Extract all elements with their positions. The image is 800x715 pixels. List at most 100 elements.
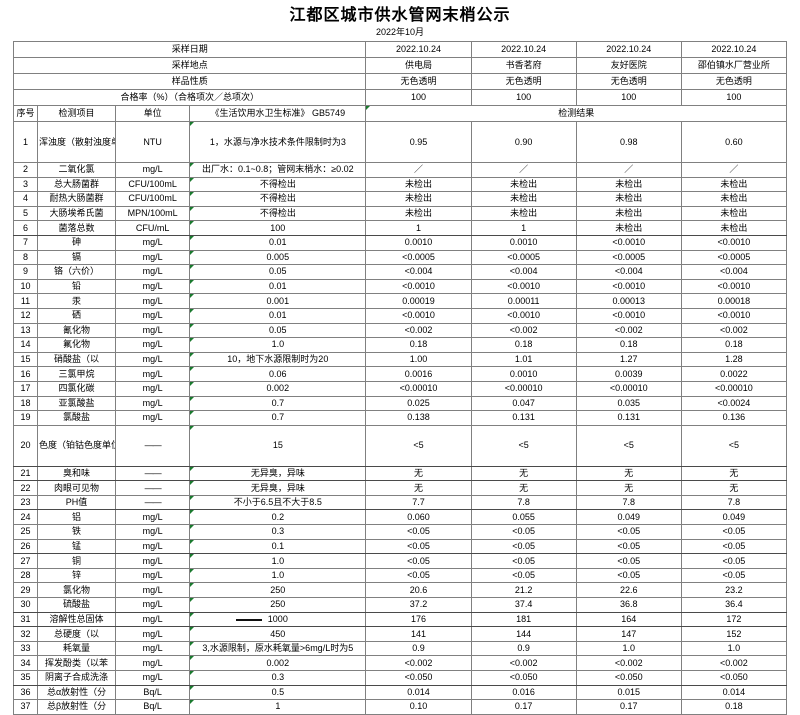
unit-cell: CFU/100mL bbox=[115, 191, 191, 207]
standard-limit-cell: 1 bbox=[189, 699, 367, 715]
result-value-cell: 144 bbox=[470, 626, 577, 642]
test-item-cell: 肉眼可见物 bbox=[37, 480, 117, 496]
standard-limit-cell: 不小于6.5且不大于8.5 bbox=[189, 494, 367, 511]
standard-limit-cell: 0.01 bbox=[189, 234, 367, 251]
table-row: 17 四氯化碳 mg/L 0.002 <0.00010 <0.00010 <0.00010 <… bbox=[12, 380, 788, 397]
table-row: 28 锌 mg/L 1.0 <0.05 <0.05 <0.05 <0.05 bbox=[12, 567, 788, 584]
test-item-cell: 总硬度（以 bbox=[37, 626, 117, 642]
unit-cell: mg/L bbox=[115, 278, 191, 295]
result-value-cell: 23.2 bbox=[680, 582, 788, 599]
result-value-cell: <0.002 bbox=[470, 322, 577, 339]
result-value-cell: 未检出 bbox=[680, 176, 788, 193]
test-item-cell: 氟化物 bbox=[37, 337, 117, 353]
unit-cell: mg/L bbox=[115, 234, 191, 251]
sample-nature-value: 无色透明 bbox=[680, 73, 788, 90]
result-value-cell: 未检出 bbox=[680, 205, 788, 222]
result-value-cell: 36.8 bbox=[575, 597, 682, 613]
sample-nature-label: 样品性质 bbox=[12, 73, 367, 90]
standard-limit-cell: 0.5 bbox=[189, 684, 367, 701]
standard-limit-cell: 0.05 bbox=[189, 264, 367, 280]
header-row-sample-site: 采样地点 供电局 书香茗府 友好医院 邵伯镇水厂营业所 bbox=[12, 57, 788, 74]
standard-limit-cell: 出厂水：0.1~0.8；管网末梢水：≥0.02 bbox=[189, 162, 367, 178]
result-value-cell: 无 bbox=[365, 465, 472, 482]
row-index-cell: 14 bbox=[12, 337, 39, 353]
pass-rate-label: 合格率（%）（合格项次／总项次） bbox=[12, 89, 367, 106]
test-item-cell: 氯化物 bbox=[37, 582, 117, 599]
result-value-cell: 未检出 bbox=[470, 191, 577, 207]
row-index-cell: 33 bbox=[12, 640, 39, 657]
test-item-cell: 三氯甲烷 bbox=[37, 366, 117, 382]
page-subtitle: 2022年10月 bbox=[375, 27, 425, 37]
standard-limit-cell: 250 bbox=[189, 582, 367, 599]
result-value-cell: <0.05 bbox=[470, 538, 577, 555]
test-item-cell: 挥发酚类（以苯 bbox=[37, 655, 117, 671]
test-item-cell: 镉 bbox=[37, 249, 117, 266]
row-index-cell: 37 bbox=[12, 699, 39, 715]
result-value-cell: 22.6 bbox=[575, 582, 682, 599]
result-value-cell: 0.98 bbox=[575, 121, 682, 163]
table-row: 19 氯酸盐 mg/L 0.7 0.138 0.131 0.131 0.136 bbox=[12, 410, 788, 426]
result-value-cell: <0.05 bbox=[575, 567, 682, 584]
result-value-cell: 172 bbox=[680, 611, 788, 628]
test-item-cell: 浑浊度（散射浊度单位） bbox=[37, 121, 117, 163]
row-index-cell: 23 bbox=[12, 494, 39, 511]
row-index-cell: 19 bbox=[12, 410, 39, 426]
result-value-cell: 0.0010 bbox=[470, 366, 577, 382]
unit-cell: mg/L bbox=[115, 670, 191, 686]
standard-limit-cell: 0.001 bbox=[189, 293, 367, 309]
result-value-cell: 0.9 bbox=[365, 640, 472, 657]
row-index-cell: 17 bbox=[12, 380, 39, 397]
row-index-cell: 12 bbox=[12, 307, 39, 324]
row-index-cell: 20 bbox=[12, 424, 39, 467]
test-item-cell: 二氧化氯 bbox=[37, 162, 117, 178]
result-value-cell: 0.0010 bbox=[470, 234, 577, 251]
row-index-cell: 36 bbox=[12, 684, 39, 701]
test-item-cell: 四氯化碳 bbox=[37, 380, 117, 397]
test-item-cell: 总α放射性（分 bbox=[37, 684, 117, 701]
test-item-cell: 硒 bbox=[37, 307, 117, 324]
result-value-cell: <0.0005 bbox=[470, 249, 577, 266]
test-item-cell: 铅 bbox=[37, 278, 117, 295]
test-item-cell: 总大肠菌群 bbox=[37, 176, 117, 193]
sample-date-label: 采样日期 bbox=[12, 41, 367, 58]
unit-cell: mg/L bbox=[115, 553, 191, 569]
result-value-cell: <0.0010 bbox=[470, 307, 577, 324]
result-value-cell: 0.60 bbox=[680, 121, 788, 163]
test-item-cell: 阴离子合成洗涤 bbox=[37, 670, 117, 686]
row-index-cell: 35 bbox=[12, 670, 39, 686]
standard-limit-cell: 250 bbox=[189, 597, 367, 613]
header-row-sample-nature: 样品性质 无色透明 无色透明 无色透明 无色透明 bbox=[12, 73, 788, 90]
result-value-cell: 0.00019 bbox=[365, 293, 472, 309]
result-value-cell: <0.0010 bbox=[470, 278, 577, 295]
standard-limit-cell: 0.1 bbox=[189, 538, 367, 555]
test-item-cell: 耐热大肠菌群 bbox=[37, 191, 117, 207]
result-value-cell: 0.18 bbox=[680, 699, 788, 715]
result-value-cell: <0.05 bbox=[680, 538, 788, 555]
result-value-cell: 未检出 bbox=[470, 176, 577, 193]
result-value-cell: <0.00010 bbox=[365, 380, 472, 397]
unit-cell: mg/L bbox=[115, 395, 191, 412]
row-index-cell: 2 bbox=[12, 162, 39, 178]
sample-date-value: 2022.10.24 bbox=[680, 41, 788, 58]
result-value-cell: 0.00011 bbox=[470, 293, 577, 309]
result-value-cell: 未检出 bbox=[575, 176, 682, 193]
standard-limit-cell: 10，地下水源限制时为20 bbox=[189, 351, 367, 368]
result-value-cell: <0.05 bbox=[680, 567, 788, 584]
table-row: 33 耗氧量 mg/L 3,水源限制，原水耗氧量>6mg/L时为5 0.9 0.9 1.0 1… bbox=[12, 640, 788, 657]
result-value-cell: ／ bbox=[575, 162, 682, 178]
result-value-cell: 7.8 bbox=[575, 494, 682, 511]
result-value-cell: 0.049 bbox=[575, 509, 682, 526]
result-value-cell: 无 bbox=[575, 465, 682, 482]
test-item-cell: 氰化物 bbox=[37, 322, 117, 339]
standard-limit-cell: 1.0 bbox=[189, 337, 367, 353]
result-value-cell: <0.0010 bbox=[575, 234, 682, 251]
table-row: 5 大肠埃希氏菌 MPN/100mL 不得检出 未检出 未检出 未检出 未检出 bbox=[12, 205, 788, 222]
standard-limit-cell: 0.3 bbox=[189, 524, 367, 540]
sample-site-value: 邵伯镇水厂营业所 bbox=[680, 57, 788, 74]
table-row: 29 氯化物 mg/L 250 20.6 21.2 22.6 23.2 bbox=[12, 582, 788, 599]
result-value-cell: 无 bbox=[680, 465, 788, 482]
result-value-cell: <0.05 bbox=[365, 538, 472, 555]
result-value-cell: <0.0010 bbox=[575, 278, 682, 295]
standard-limit-cell: 1000 bbox=[189, 611, 367, 628]
unit-cell: CFU/100mL bbox=[115, 176, 191, 193]
